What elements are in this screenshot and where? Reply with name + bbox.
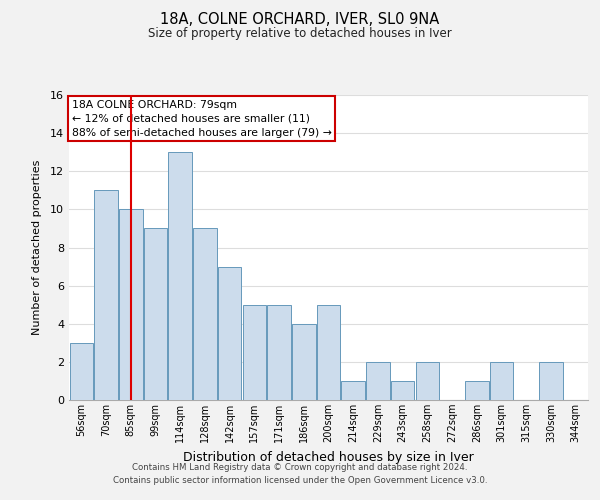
Bar (242, 304, 266, 400)
Bar (292, 324, 316, 400)
Bar (218, 266, 241, 400)
Text: 18A COLNE ORCHARD: 79sqm
← 12% of detached houses are smaller (11)
88% of semi-d: 18A COLNE ORCHARD: 79sqm ← 12% of detach… (71, 100, 331, 138)
Bar (490, 362, 513, 400)
Bar (268, 304, 291, 400)
X-axis label: Distribution of detached houses by size in Iver: Distribution of detached houses by size … (183, 450, 474, 464)
Bar (119, 210, 143, 400)
Text: Size of property relative to detached houses in Iver: Size of property relative to detached ho… (148, 28, 452, 40)
Text: Contains public sector information licensed under the Open Government Licence v3: Contains public sector information licen… (113, 476, 487, 485)
Text: 18A, COLNE ORCHARD, IVER, SL0 9NA: 18A, COLNE ORCHARD, IVER, SL0 9NA (160, 12, 440, 28)
Bar (169, 152, 192, 400)
Text: Contains HM Land Registry data © Crown copyright and database right 2024.: Contains HM Land Registry data © Crown c… (132, 464, 468, 472)
Bar (144, 228, 167, 400)
Bar (391, 381, 415, 400)
Y-axis label: Number of detached properties: Number of detached properties (32, 160, 41, 335)
Bar (366, 362, 389, 400)
Bar (539, 362, 563, 400)
Bar (94, 190, 118, 400)
Bar (465, 381, 488, 400)
Bar (341, 381, 365, 400)
Bar (416, 362, 439, 400)
Bar (70, 343, 93, 400)
Bar (317, 304, 340, 400)
Bar (193, 228, 217, 400)
